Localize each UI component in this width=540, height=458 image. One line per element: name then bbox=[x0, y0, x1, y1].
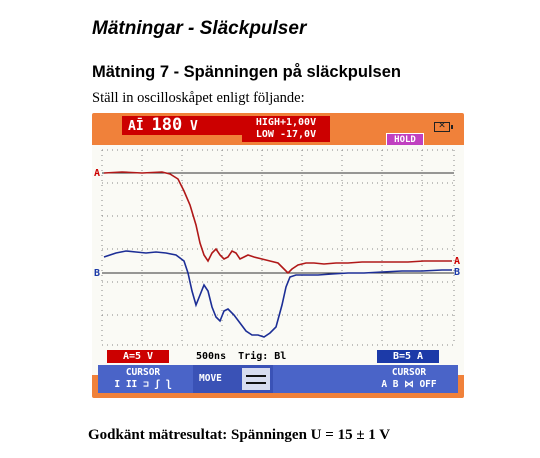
waveform-display: A B A B bbox=[92, 145, 464, 375]
move-label: MOVE bbox=[199, 373, 222, 384]
high-value: HIGH+1,00V bbox=[255, 117, 317, 128]
channel-a-symbol: Ī bbox=[135, 119, 144, 134]
channel-a-trace bbox=[103, 171, 452, 275]
softkey-bar: CURSOR I II ⊐ ʃ ʅ MOVE CURSOR A B ⋈ OFF bbox=[98, 365, 458, 393]
timebase: 500ns bbox=[196, 351, 227, 362]
scope-scale-bar: A=5 V 500ns Trig: Bl B=5 A bbox=[92, 350, 464, 363]
marker-a-right: A bbox=[454, 256, 460, 267]
intro-text: Ställ in oscilloskåpet enligt följande: bbox=[92, 90, 305, 106]
marker-b-left: B bbox=[94, 268, 100, 279]
waveform-plot: A B A B bbox=[94, 149, 460, 346]
cursor-type-label: CURSOR bbox=[125, 367, 161, 378]
low-value: LOW -17,0V bbox=[255, 129, 317, 140]
battery-icon: ✕ bbox=[434, 121, 453, 132]
cursor-type-softkey[interactable]: CURSOR I II ⊐ ʃ ʅ bbox=[100, 365, 186, 393]
result-text: Godkänt mätresultat: Spänningen U = 15 ±… bbox=[88, 427, 391, 443]
timebase-trigger: 500ns Trig: Bl bbox=[196, 350, 336, 363]
reading-unit: V bbox=[190, 119, 198, 134]
channel-a-scale: A=5 V bbox=[107, 350, 169, 363]
move-cursor-icon bbox=[242, 368, 270, 390]
high-low-readout: HIGH+1,00V LOW -17,0V bbox=[242, 116, 330, 142]
oscilloscope-screenshot: AĪ 180 V HIGH+1,00V LOW -17,0V HOLD ✕ bbox=[92, 113, 464, 398]
cursor-channel-label: CURSOR bbox=[391, 367, 427, 378]
channel-b-scale: B=5 A bbox=[377, 350, 439, 363]
marker-a-left: A bbox=[94, 168, 100, 179]
marker-b-right: B bbox=[454, 267, 460, 278]
trigger: Trig: Bl bbox=[238, 351, 287, 362]
grid bbox=[101, 149, 455, 346]
channel-a-readout: AĪ 180 V bbox=[122, 116, 258, 135]
channel-a-prefix: A bbox=[128, 119, 136, 134]
scope-status-bar: AĪ 180 V HIGH+1,00V LOW -17,0V HOLD ✕ bbox=[92, 113, 464, 147]
page-heading: Mätningar - Släckpulser bbox=[92, 18, 307, 39]
section-title: Mätning 7 - Spänningen på släckpulsen bbox=[92, 63, 401, 81]
reading-value: 180 bbox=[151, 115, 183, 135]
move-softkey[interactable]: MOVE bbox=[193, 365, 273, 393]
cursor-channel-softkey[interactable]: CURSOR A B ⋈ OFF bbox=[363, 365, 455, 393]
cursor-channel-options: A B ⋈ OFF bbox=[381, 379, 437, 390]
cursor-type-options: I II ⊐ ʃ ʅ bbox=[114, 379, 172, 390]
channel-b-trace bbox=[103, 250, 452, 338]
